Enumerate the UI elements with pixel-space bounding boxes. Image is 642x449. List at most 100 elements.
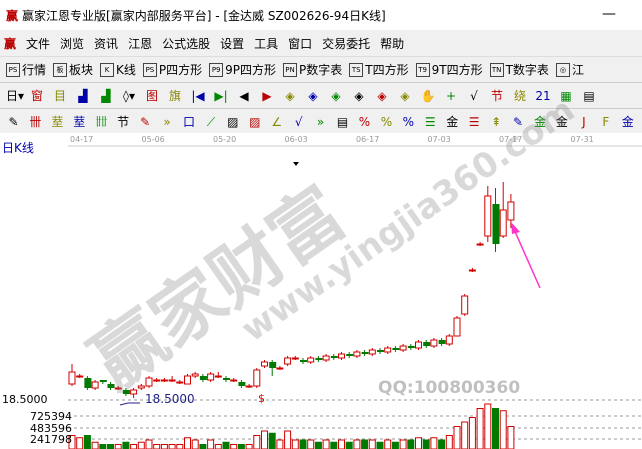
toolbar2-tool-icon[interactable]: ◊▾	[123, 88, 135, 103]
toolbar3-tool-icon[interactable]: 金	[621, 114, 634, 129]
toolbar3-tool-icon[interactable]: %	[380, 114, 393, 129]
toolbar2-tool-icon[interactable]: ▤	[583, 88, 595, 103]
toolbar3-tool-icon[interactable]: »	[163, 114, 171, 129]
date-tick: 04-17	[70, 135, 94, 144]
toolbar2-tool-icon[interactable]: ▶|	[214, 88, 228, 103]
toolbar3-tool-icon[interactable]: J	[582, 114, 586, 129]
toolbar3-tool-icon[interactable]: %	[358, 114, 371, 129]
toolbar2-tool-icon[interactable]: √	[470, 88, 478, 103]
candle-up	[76, 375, 84, 378]
toolbar-button-4[interactable]: P9 9P四方形	[209, 61, 276, 78]
toolbar3-tool-icon[interactable]: 卌	[29, 114, 42, 129]
toolbar3-tool-icon[interactable]: ▤	[336, 114, 349, 129]
toolbar2-tool-icon[interactable]: ◈	[285, 88, 295, 103]
toolbar3-tool-icon[interactable]: 节	[117, 114, 130, 129]
toolbar-button-9[interactable]: ◎ 江	[555, 61, 584, 78]
toolbar-button-0[interactable]: PS 行情	[6, 61, 46, 78]
toolbar-button-2[interactable]: K K线	[100, 61, 136, 78]
toolbar3-tool-icon[interactable]: 𠦜	[95, 114, 108, 129]
candle-up	[153, 379, 161, 382]
menu-settings[interactable]: 设置	[220, 36, 245, 51]
toolbar3-tool-icon[interactable]: %	[402, 114, 415, 129]
toolbar2-tool-icon[interactable]: +	[445, 88, 457, 103]
toolbar2-tool-icon[interactable]: ◈	[331, 88, 341, 103]
candle-down	[238, 382, 246, 386]
toolbar-button-3[interactable]: PS P四方形	[142, 61, 202, 78]
menu-formula[interactable]: 公式选股	[162, 36, 211, 51]
toolbar3-tool-icon[interactable]: 荎	[51, 114, 64, 129]
toolbar3-tool-icon[interactable]: 金	[533, 114, 546, 129]
toolbar2-tool-icon[interactable]: 图	[145, 88, 158, 103]
candle-up	[384, 347, 392, 353]
menu-browse[interactable]: 浏览	[60, 36, 85, 51]
toolbar-button-1[interactable]: 板板块	[53, 61, 93, 78]
volume-bar	[468, 417, 476, 449]
candle-up	[353, 351, 361, 357]
toolbar2-tool-icon[interactable]: |◀	[191, 88, 205, 103]
toolbar-icon: P9	[209, 62, 224, 77]
menu-trade[interactable]: 交易委托	[322, 36, 371, 51]
toolbar3-tool-icon[interactable]: 金	[446, 114, 459, 129]
toolbar3-tool-icon[interactable]: ⟋	[206, 114, 216, 129]
candle-up	[453, 317, 461, 337]
toolbar-button-5[interactable]: PN P数字表	[283, 61, 342, 78]
toolbar3-tool-icon[interactable]: ☰	[424, 114, 436, 129]
toolbar3-tool-icon[interactable]: F	[602, 114, 610, 129]
toolbar2-tool-icon[interactable]: 目	[53, 88, 66, 103]
toolbar2-tool-icon[interactable]: ◀	[239, 88, 249, 103]
toolbar3-tool-icon[interactable]: »	[316, 114, 325, 129]
menu-info[interactable]: 资讯	[94, 36, 119, 51]
toolbar3-tool-icon[interactable]: ✎	[513, 114, 524, 129]
toolbar3-tool-icon[interactable]: ✎	[140, 114, 151, 129]
toolbar2-tool-icon[interactable]: ◈	[377, 88, 387, 103]
volume-bar	[276, 439, 284, 449]
menu-gann[interactable]: 江恩	[128, 36, 153, 51]
toolbar2-tool-icon[interactable]: 节	[490, 88, 503, 103]
toolbar-button-8[interactable]: TN T数字表	[489, 61, 549, 78]
volume-bar	[291, 439, 299, 449]
volume-bar	[307, 439, 315, 449]
menu-file[interactable]: 文件	[26, 36, 51, 51]
toolbar-icon: TS	[349, 62, 364, 77]
toolbar2-tool-icon[interactable]: ✋	[420, 88, 436, 103]
toolbar3-tool-icon[interactable]: 荎	[73, 114, 86, 129]
toolbar2-tool-icon[interactable]: ◈	[354, 88, 364, 103]
menu-bar: 赢 文件 浏览 资讯 江恩 公式选股 设置 工具 窗口 交易委托 帮助	[0, 30, 642, 57]
toolbar2-tool-icon[interactable]: ▶	[262, 88, 272, 103]
volume-bar	[376, 441, 384, 449]
candle-up	[160, 379, 168, 382]
volume-bar	[160, 444, 168, 449]
toolbar2-tool-icon[interactable]: ▟	[101, 88, 111, 103]
toolbar3-tool-icon[interactable]: ⇞	[491, 114, 502, 129]
toolbar2-tool-icon[interactable]: 日▾	[6, 88, 25, 103]
toolbar3-tool-icon[interactable]: ▨	[227, 114, 239, 129]
toolbar3-tool-icon[interactable]: ∠	[271, 114, 283, 129]
candle-up	[91, 381, 99, 389]
toolbar2-tool-icon[interactable]: ▟	[78, 88, 88, 103]
menu-tools[interactable]: 工具	[254, 36, 279, 51]
menu-help[interactable]: 帮助	[380, 36, 405, 51]
menu-window[interactable]: 窗口	[288, 36, 313, 51]
toolbar-button-7[interactable]: T9 9T四方形	[415, 61, 483, 78]
volume-bar	[399, 439, 407, 449]
toolbar2-tool-icon[interactable]: 绕	[513, 88, 526, 103]
toolbar3-tool-icon[interactable]: 口	[182, 114, 195, 129]
toolbar2-tool-icon[interactable]: ◈	[400, 88, 410, 103]
toolbar2-tool-icon[interactable]: 21	[535, 88, 551, 103]
toolbar3-tool-icon[interactable]: ☰	[468, 114, 480, 129]
toolbar2-tool-icon[interactable]: 旗	[168, 88, 181, 103]
toolbar2-tool-icon[interactable]: 窗	[30, 88, 43, 103]
toolbar3-tool-icon[interactable]: ▨	[249, 114, 261, 129]
volume-bar	[507, 426, 515, 449]
toolbar2-tool-icon[interactable]: ◈	[308, 88, 318, 103]
toolbar3-tool-icon[interactable]: ✎	[8, 114, 19, 129]
toolbar2-tool-icon[interactable]: ▦	[560, 88, 572, 103]
toolbar3-tool-icon[interactable]: 金	[555, 114, 568, 129]
volume-bar	[107, 444, 114, 449]
minimize-button[interactable]: —	[602, 6, 616, 22]
app-logo: 赢	[6, 8, 19, 23]
toolbar3-tool-icon[interactable]: √	[294, 114, 303, 129]
volume-bar	[130, 444, 138, 449]
toolbar-button-6[interactable]: TS T四方形	[349, 61, 409, 78]
